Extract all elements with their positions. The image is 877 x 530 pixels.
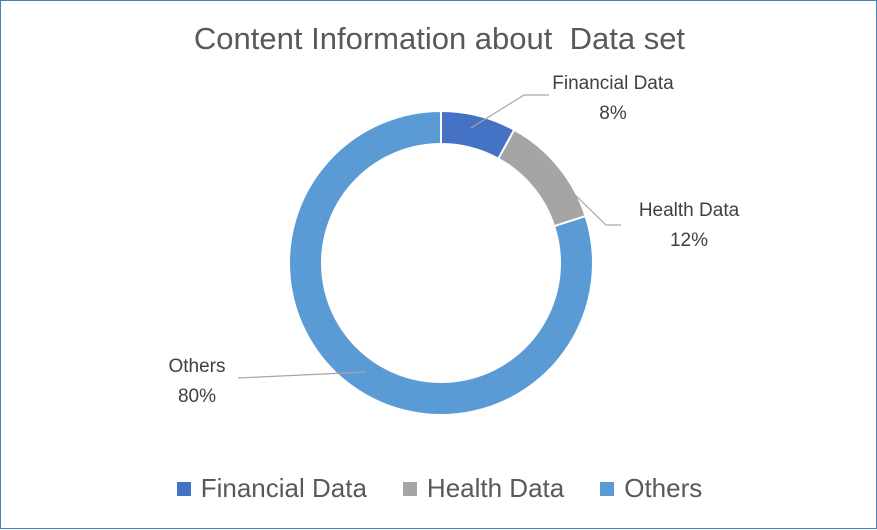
data-label-category: Health Data: [639, 200, 740, 221]
legend-item-others[interactable]: Others: [600, 473, 702, 504]
chart-title: Content Information about Data set: [193, 21, 686, 56]
legend-label: Health Data: [426, 473, 565, 503]
leader-lines: [237, 94, 621, 379]
data-label-value: 12%: [670, 230, 708, 251]
data-label-value: 8%: [599, 103, 627, 124]
leader-line: [470, 94, 549, 129]
legend: Financial Data Health Data Others: [1, 473, 877, 504]
legend-label: Others: [624, 473, 703, 503]
legend-swatch: [402, 481, 417, 496]
donut-slice-health-data[interactable]: [496, 128, 587, 228]
data-label-category: Financial Data: [552, 73, 674, 94]
legend-label: Financial Data: [200, 473, 367, 503]
leader-line: [566, 186, 621, 226]
legend-item-health-data[interactable]: Health Data: [402, 473, 565, 504]
donut-slice-others[interactable]: [288, 109, 594, 416]
legend-item-financial-data[interactable]: Financial Data: [176, 473, 367, 504]
legend-swatch: [600, 481, 615, 496]
data-label-category: Others: [168, 356, 225, 377]
leader-line: [237, 371, 367, 379]
donut-slices: [288, 109, 594, 416]
legend-swatch: [176, 481, 191, 496]
data-labels: Financial Data 8% Health Data 12% Others 80%: [168, 73, 739, 407]
data-label-value: 80%: [178, 386, 216, 407]
